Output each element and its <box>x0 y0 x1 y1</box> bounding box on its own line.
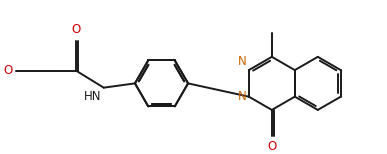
Text: N: N <box>238 55 247 68</box>
Text: O: O <box>71 23 80 36</box>
Text: N: N <box>238 90 247 103</box>
Text: O: O <box>3 64 12 77</box>
Text: HN: HN <box>84 90 101 103</box>
Text: O: O <box>267 140 276 153</box>
